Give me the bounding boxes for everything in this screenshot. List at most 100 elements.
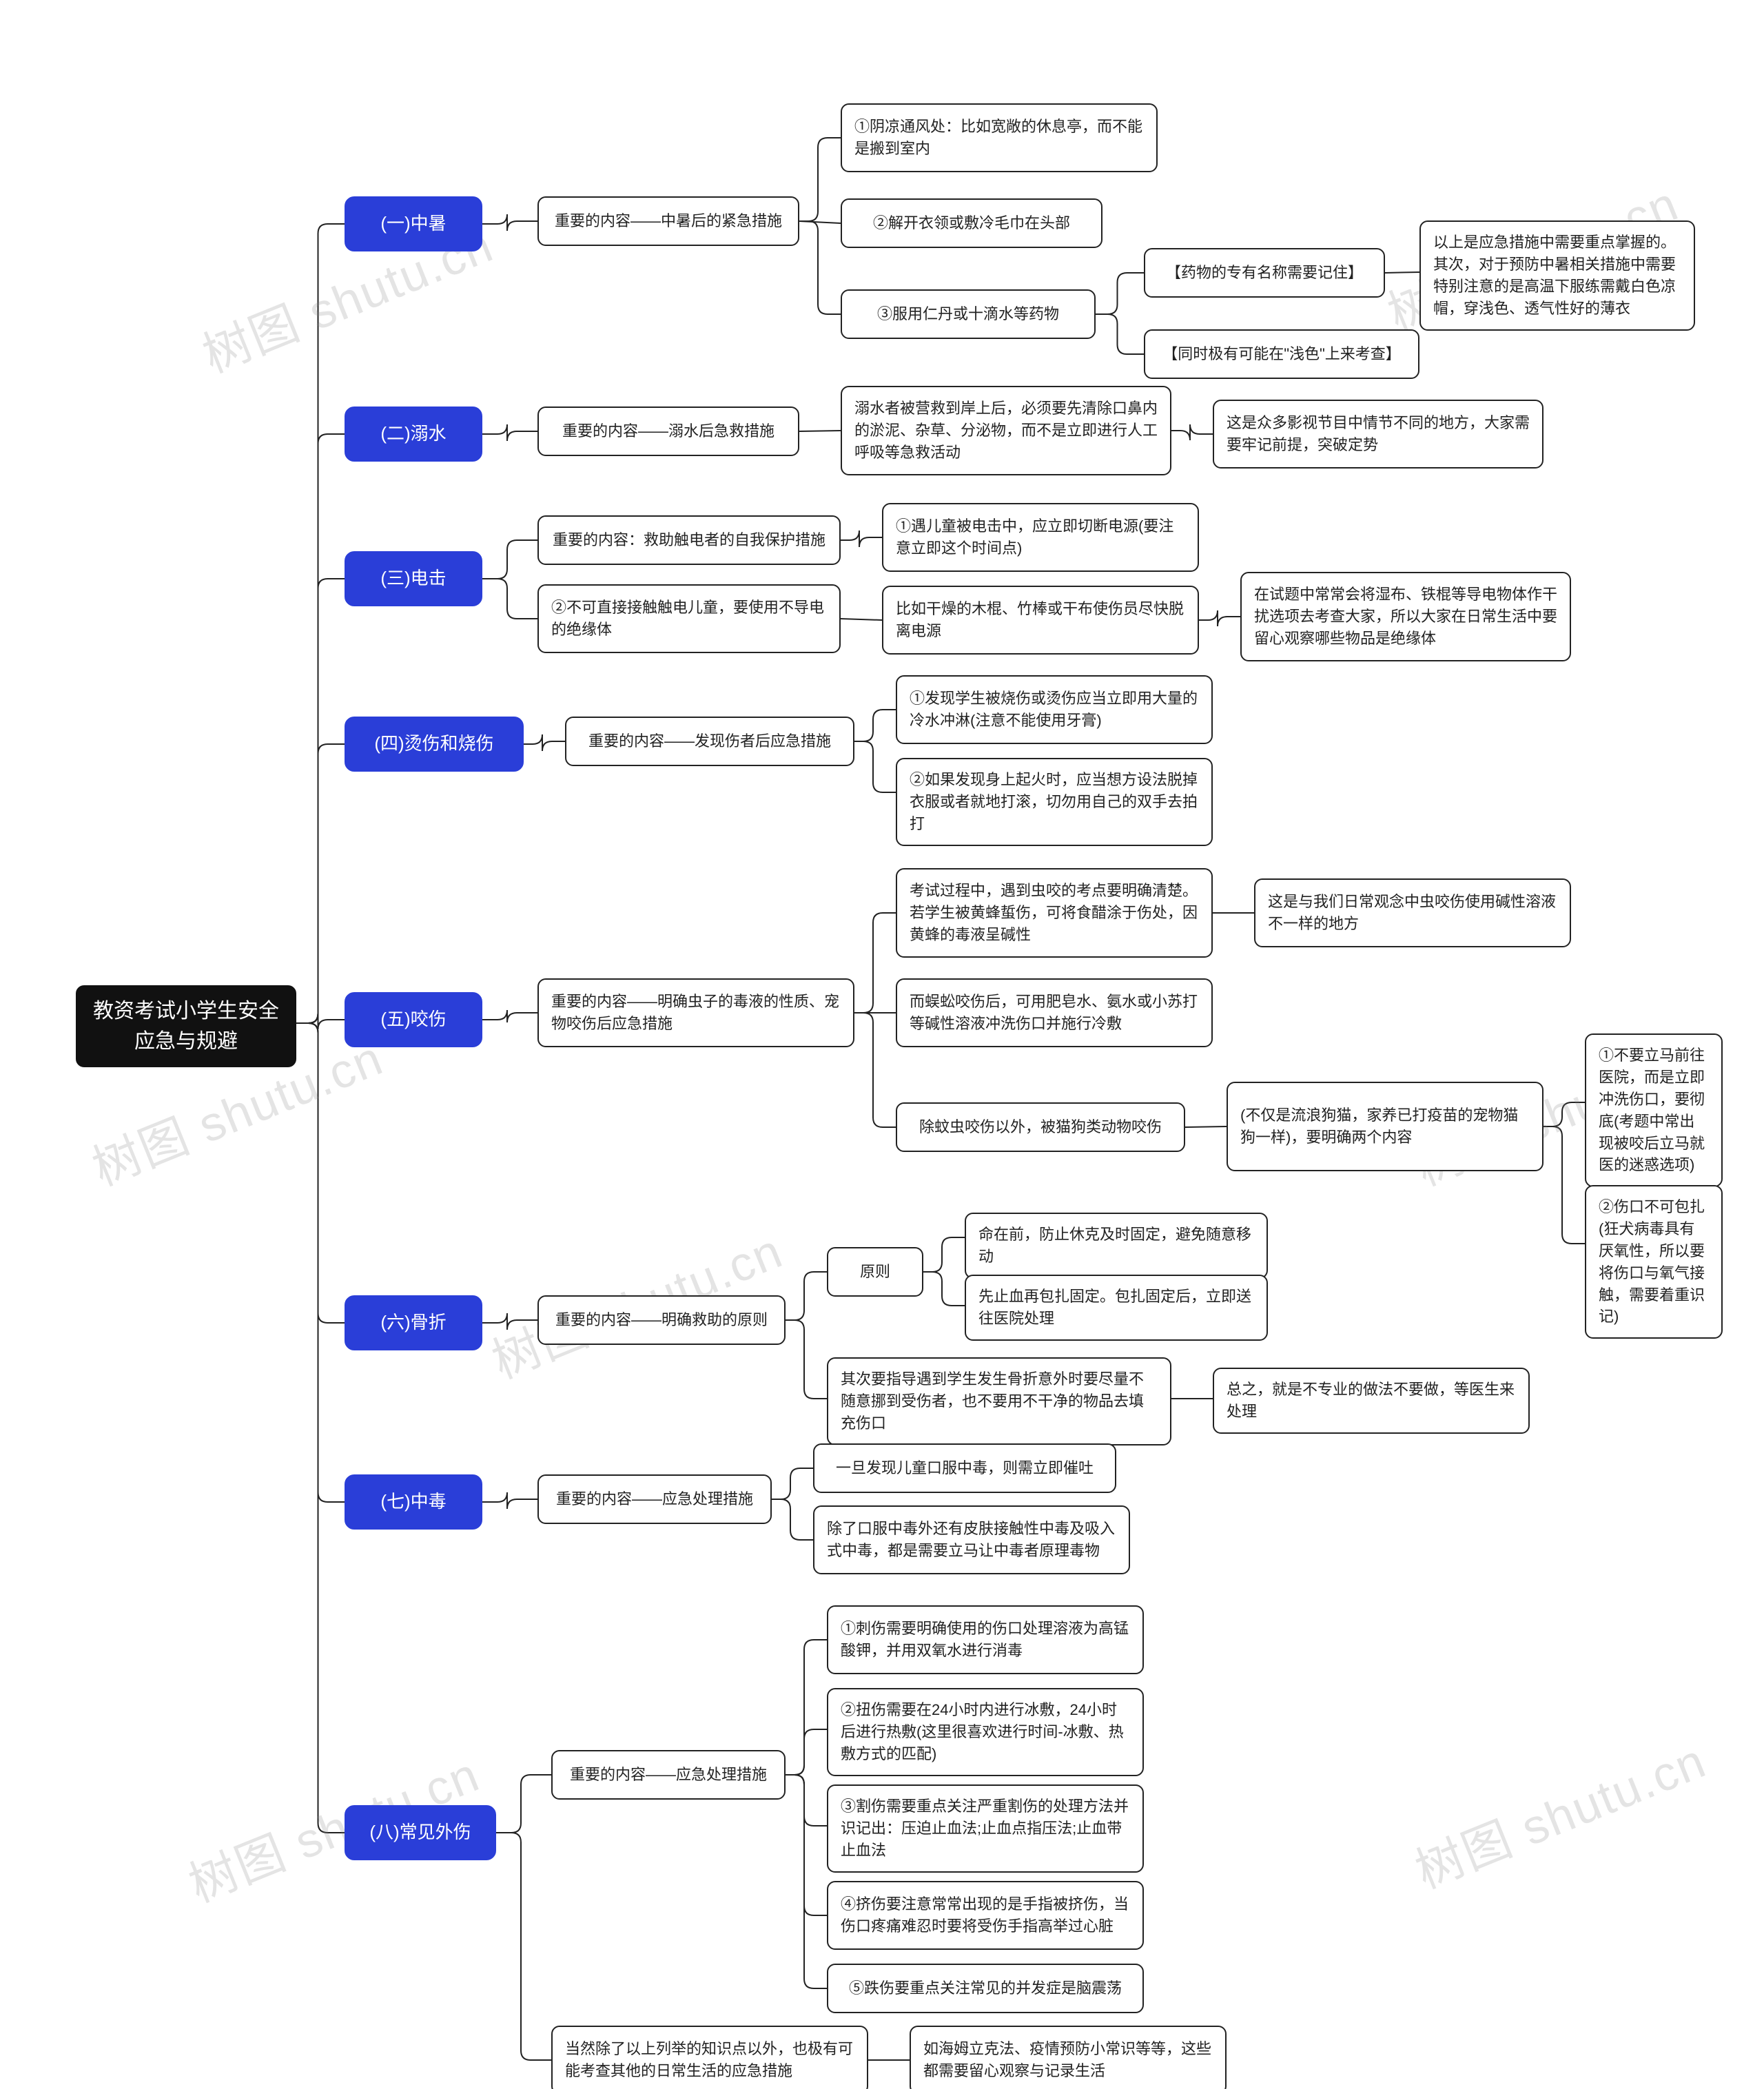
node-label: 重要的内容——发现伤者后应急措施 bbox=[588, 730, 831, 752]
node-label: (一)中暑 bbox=[380, 211, 446, 237]
node-label: ④挤伤要注意常常出现的是手指被挤伤，当伤口疼痛难忍时要将受伤手指高举过心脏 bbox=[841, 1893, 1130, 1937]
node-label: ③服用仁丹或十滴水等药物 bbox=[877, 303, 1059, 325]
section-node: (二)溺水 bbox=[345, 407, 482, 462]
node-label: ①不要立马前往医院，而是立即冲洗伤口，要彻底(考题中常出现被咬后立马就医的迷惑选… bbox=[1599, 1044, 1709, 1176]
node-label: (不仅是流浪狗猫，家养已打疫苗的宠物猫狗一样)，要明确两个内容 bbox=[1240, 1104, 1530, 1149]
leaf-node: 重要的内容——溺水后急救措施 bbox=[537, 407, 799, 456]
node-label: ③割伤需要重点关注严重割伤的处理方法并识记出：压迫止血法;止血点指压法;止血带止… bbox=[841, 1795, 1130, 1862]
leaf-node: 如海姆立克法、疫情预防小常识等等，这些都需要留心观察与记录生活 bbox=[910, 2026, 1227, 2089]
node-label: 【同时极有可能在"浅色"上来考查】 bbox=[1162, 343, 1401, 365]
section-node: (七)中毒 bbox=[345, 1474, 482, 1530]
leaf-node: ①阴凉通风处：比如宽敞的休息亭，而不能是搬到室内 bbox=[841, 103, 1158, 172]
leaf-node: 命在前，防止休克及时固定，避免随意移动 bbox=[965, 1213, 1268, 1279]
section-node: (八)常见外伤 bbox=[345, 1805, 496, 1860]
node-label: ②伤口不可包扎(狂犬病毒具有厌氧性，所以要将伤口与氧气接触，需要着重识记) bbox=[1599, 1196, 1709, 1328]
leaf-node: ③服用仁丹或十滴水等药物 bbox=[841, 289, 1096, 339]
node-label: ②如果发现身上起火时，应当想方设法脱掉衣服或者就地打滚，切勿用自己的双手去拍打 bbox=[910, 769, 1199, 835]
leaf-node: 溺水者被营救到岸上后，必须要先清除口鼻内的淤泥、杂草、分泌物，而不是立即进行人工… bbox=[841, 386, 1171, 475]
leaf-node: ⑤跌伤要重点关注常见的并发症是脑震荡 bbox=[827, 1964, 1144, 2013]
leaf-node: (不仅是流浪狗猫，家养已打疫苗的宠物猫狗一样)，要明确两个内容 bbox=[1227, 1082, 1544, 1171]
node-label: 总之，就是不专业的做法不要做，等医生来处理 bbox=[1227, 1379, 1516, 1423]
root-node: 教资考试小学生安全应急与规避 bbox=[76, 985, 296, 1067]
node-label: 重要的内容——明确救助的原则 bbox=[555, 1309, 768, 1331]
node-label: 原则 bbox=[860, 1261, 890, 1283]
leaf-node: 这是众多影视节目中情节不同的地方，大家需要牢记前提，突破定势 bbox=[1213, 400, 1544, 469]
leaf-node: 考试过程中，遇到虫咬的考点要明确清楚。若学生被黄蜂蜇伤，可将食醋涂于伤处，因黄蜂… bbox=[896, 868, 1213, 958]
leaf-node: ②伤口不可包扎(狂犬病毒具有厌氧性，所以要将伤口与氧气接触，需要着重识记) bbox=[1585, 1185, 1723, 1339]
node-label: 除蚊虫咬伤以外，被猫狗类动物咬伤 bbox=[919, 1116, 1162, 1138]
leaf-node: 除蚊虫咬伤以外，被猫狗类动物咬伤 bbox=[896, 1102, 1185, 1152]
node-label: 先止血再包扎固定。包扎固定后，立即送往医院处理 bbox=[978, 1286, 1254, 1330]
leaf-node: 比如干燥的木棍、竹棒或干布使伤员尽快脱离电源 bbox=[882, 586, 1199, 655]
leaf-node: 重要的内容——应急处理措施 bbox=[551, 1750, 786, 1800]
section-node: (一)中暑 bbox=[345, 196, 482, 251]
node-label: ①刺伤需要明确使用的伤口处理溶液为高锰酸钾，并用双氧水进行消毒 bbox=[841, 1618, 1130, 1662]
mindmap-stage: 树图 shutu.cn树图 shutu.cn树图 shutu.cn树图 shut… bbox=[0, 0, 1764, 2089]
node-label: 命在前，防止休克及时固定，避免随意移动 bbox=[978, 1224, 1254, 1268]
leaf-node: 原则 bbox=[827, 1247, 923, 1297]
node-label: 当然除了以上列举的知识点以外，也极有可能考查其他的日常生活的应急措施 bbox=[565, 2038, 854, 2082]
node-label: 【药物的专有名称需要记住】 bbox=[1166, 262, 1363, 284]
node-label: 其次要指导遇到学生发生骨折意外时要尽量不随意挪到受伤者，也不要用不干净的物品去填… bbox=[841, 1368, 1158, 1434]
node-label: (三)电击 bbox=[380, 566, 446, 592]
node-label: ②不可直接接触触电儿童，要使用不导电的绝缘体 bbox=[551, 597, 827, 641]
node-label: (七)中毒 bbox=[380, 1489, 446, 1515]
node-label: 重要的内容——应急处理措施 bbox=[556, 1488, 753, 1510]
leaf-node: 当然除了以上列举的知识点以外，也极有可能考查其他的日常生活的应急措施 bbox=[551, 2026, 868, 2089]
node-label: (八)常见外伤 bbox=[369, 1820, 471, 1846]
node-label: 如海姆立克法、疫情预防小常识等等，这些都需要留心观察与记录生活 bbox=[923, 2038, 1213, 2082]
node-label: (五)咬伤 bbox=[380, 1007, 446, 1033]
leaf-node: 重要的内容——应急处理措施 bbox=[537, 1474, 772, 1524]
node-label: ①遇儿童被电击中，应立即切断电源(要注意立即这个时间点) bbox=[896, 515, 1185, 559]
node-label: ⑤跌伤要重点关注常见的并发症是脑震荡 bbox=[849, 1977, 1122, 1999]
leaf-node: ②不可直接接触触电儿童，要使用不导电的绝缘体 bbox=[537, 584, 841, 653]
node-label: 这是众多影视节目中情节不同的地方，大家需要牢记前提，突破定势 bbox=[1227, 412, 1530, 456]
section-node: (四)烫伤和烧伤 bbox=[345, 717, 524, 772]
leaf-node: ②扭伤需要在24小时内进行冰敷，24小时后进行热敷(这里很喜欢进行时间-冰敷、热… bbox=[827, 1688, 1144, 1776]
watermark: 树图 shutu.cn bbox=[1404, 1722, 1714, 1902]
node-label: 而蜈蚣咬伤后，可用肥皂水、氨水或小苏打等碱性溶液冲洗伤口并施行冷敷 bbox=[910, 991, 1199, 1035]
node-label: 除了口服中毒外还有皮肤接触性中毒及吸入式中毒，都是需要立马让中毒者原理毒物 bbox=[827, 1518, 1116, 1562]
node-label: 教资考试小学生安全应急与规避 bbox=[90, 996, 283, 1056]
leaf-node: ①遇儿童被电击中，应立即切断电源(要注意立即这个时间点) bbox=[882, 503, 1199, 572]
node-label: ①阴凉通风处：比如宽敞的休息亭，而不能是搬到室内 bbox=[854, 116, 1144, 160]
section-node: (五)咬伤 bbox=[345, 992, 482, 1047]
node-label: 重要的内容——溺水后急救措施 bbox=[562, 420, 775, 442]
leaf-node: 总之，就是不专业的做法不要做，等医生来处理 bbox=[1213, 1368, 1530, 1434]
section-node: (三)电击 bbox=[345, 551, 482, 606]
leaf-node: 重要的内容——发现伤者后应急措施 bbox=[565, 717, 854, 766]
node-label: 考试过程中，遇到虫咬的考点要明确清楚。若学生被黄蜂蜇伤，可将食醋涂于伤处，因黄蜂… bbox=[910, 880, 1199, 946]
leaf-node: 一旦发现儿童口服中毒，则需立即催吐 bbox=[813, 1443, 1116, 1493]
leaf-node: 重要的内容——明确虫子的毒液的性质、宠物咬伤后应急措施 bbox=[537, 978, 854, 1047]
leaf-node: ③割伤需要重点关注严重割伤的处理方法并识记出：压迫止血法;止血点指压法;止血带止… bbox=[827, 1784, 1144, 1873]
node-label: (四)烫伤和烧伤 bbox=[374, 731, 493, 757]
leaf-node: 先止血再包扎固定。包扎固定后，立即送往医院处理 bbox=[965, 1275, 1268, 1341]
leaf-node: ①刺伤需要明确使用的伤口处理溶液为高锰酸钾，并用双氧水进行消毒 bbox=[827, 1605, 1144, 1674]
node-label: ①发现学生被烧伤或烫伤应当立即用大量的冷水冲淋(注意不能使用牙膏) bbox=[910, 688, 1199, 732]
node-label: 以上是应急措施中需要重点掌握的。其次，对于预防中暑相关措施中需要特别注意的是高温… bbox=[1433, 231, 1681, 320]
node-label: 在试题中常常会将湿布、铁棍等导电物体作干扰选项去考查大家，所以大家在日常生活中要… bbox=[1254, 584, 1557, 650]
node-label: 重要的内容：救助触电者的自我保护措施 bbox=[553, 529, 825, 551]
leaf-node: 而蜈蚣咬伤后，可用肥皂水、氨水或小苏打等碱性溶液冲洗伤口并施行冷敷 bbox=[896, 978, 1213, 1047]
leaf-node: ②如果发现身上起火时，应当想方设法脱掉衣服或者就地打滚，切勿用自己的双手去拍打 bbox=[896, 758, 1213, 846]
leaf-node: 在试题中常常会将湿布、铁棍等导电物体作干扰选项去考查大家，所以大家在日常生活中要… bbox=[1240, 572, 1571, 661]
leaf-node: ④挤伤要注意常常出现的是手指被挤伤，当伤口疼痛难忍时要将受伤手指高举过心脏 bbox=[827, 1881, 1144, 1950]
leaf-node: ①发现学生被烧伤或烫伤应当立即用大量的冷水冲淋(注意不能使用牙膏) bbox=[896, 675, 1213, 744]
node-label: 溺水者被营救到岸上后，必须要先清除口鼻内的淤泥、杂草、分泌物，而不是立即进行人工… bbox=[854, 398, 1158, 464]
leaf-node: 重要的内容：救助触电者的自我保护措施 bbox=[537, 515, 841, 565]
leaf-node: 【同时极有可能在"浅色"上来考查】 bbox=[1144, 329, 1419, 379]
node-label: ②扭伤需要在24小时内进行冰敷，24小时后进行热敷(这里很喜欢进行时间-冰敷、热… bbox=[841, 1699, 1130, 1765]
leaf-node: 重要的内容——明确救助的原则 bbox=[537, 1295, 786, 1345]
leaf-node: 这是与我们日常观念中虫咬伤使用碱性溶液不一样的地方 bbox=[1254, 878, 1571, 947]
node-label: (六)骨折 bbox=[380, 1310, 446, 1336]
node-label: 重要的内容——中暑后的紧急措施 bbox=[555, 210, 782, 232]
node-label: 比如干燥的木棍、竹棒或干布使伤员尽快脱离电源 bbox=[896, 598, 1185, 642]
leaf-node: 其次要指导遇到学生发生骨折意外时要尽量不随意挪到受伤者，也不要用不干净的物品去填… bbox=[827, 1357, 1171, 1445]
node-label: 这是与我们日常观念中虫咬伤使用碱性溶液不一样的地方 bbox=[1268, 891, 1557, 935]
node-label: 重要的内容——应急处理措施 bbox=[570, 1764, 767, 1786]
section-node: (六)骨折 bbox=[345, 1295, 482, 1350]
leaf-node: ①不要立马前往医院，而是立即冲洗伤口，要彻底(考题中常出现被咬后立马就医的迷惑选… bbox=[1585, 1033, 1723, 1187]
node-label: 重要的内容——明确虫子的毒液的性质、宠物咬伤后应急措施 bbox=[551, 991, 841, 1035]
leaf-node: 除了口服中毒外还有皮肤接触性中毒及吸入式中毒，都是需要立马让中毒者原理毒物 bbox=[813, 1505, 1130, 1574]
leaf-node: 重要的内容——中暑后的紧急措施 bbox=[537, 196, 799, 246]
